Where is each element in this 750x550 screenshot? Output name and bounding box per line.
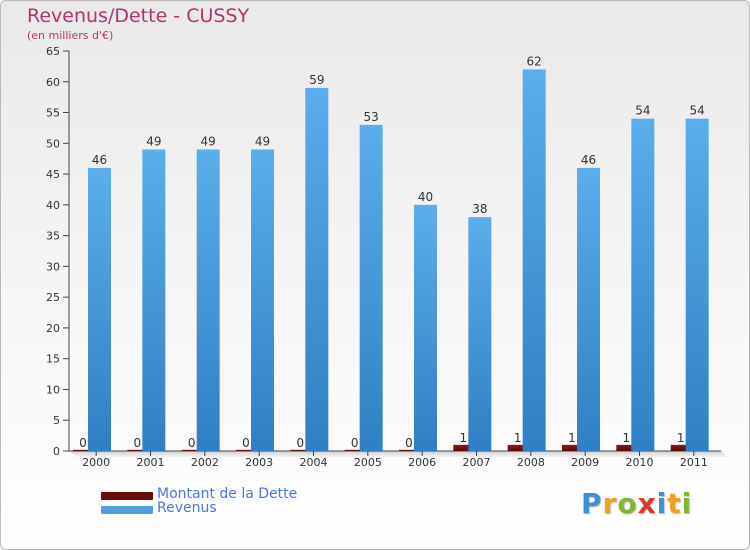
- bar-revenus: [577, 167, 600, 451]
- bar-debt: [236, 449, 258, 451]
- y-tick-label: 25: [46, 291, 60, 304]
- data-label-revenus: 49: [255, 134, 270, 148]
- logo-letter: x: [637, 487, 657, 520]
- bar-revenus: [468, 217, 492, 451]
- data-label-revenus: 49: [146, 134, 161, 148]
- chart-title: Revenus/Dette - CUSSY: [27, 5, 250, 27]
- data-label-debt: 0: [351, 436, 359, 450]
- bar-revenus: [631, 118, 655, 451]
- bar-revenus: [414, 204, 437, 451]
- y-tick-label: 10: [46, 383, 60, 396]
- bar-revenus: [196, 149, 220, 451]
- data-label-revenus: 46: [581, 153, 596, 167]
- x-tick-label: 2003: [245, 456, 273, 469]
- data-label-debt: 0: [405, 436, 413, 450]
- bar-debt: [127, 449, 150, 451]
- data-label-revenus: 53: [364, 110, 379, 124]
- y-tick-label: 50: [46, 137, 60, 150]
- y-tick-label: 40: [46, 199, 60, 212]
- logo-letter: t: [667, 487, 682, 520]
- bar-debt: [670, 444, 693, 451]
- bar-revenus: [359, 124, 383, 451]
- data-label-debt: 1: [514, 431, 522, 445]
- bar-debt: [616, 444, 639, 451]
- x-tick-label: 2009: [571, 456, 599, 469]
- logo-letter: i: [656, 487, 668, 520]
- data-label-revenus: 46: [92, 153, 107, 167]
- x-tick-label: 2007: [463, 456, 491, 469]
- logo-letter: P: [581, 487, 603, 520]
- x-tick-label: 2005: [354, 456, 382, 469]
- proxiti-logo: Proxiti: [581, 487, 692, 520]
- legend-label-revenus: Revenus: [157, 500, 217, 516]
- legend-label-debt: Montant de la Dette: [157, 486, 298, 502]
- data-label-debt: 0: [297, 436, 305, 450]
- data-label-revenus: 38: [472, 202, 487, 216]
- bar-revenus: [142, 149, 166, 451]
- x-tick-label: 2004: [300, 456, 328, 469]
- data-label-debt: 0: [242, 436, 250, 450]
- data-label-debt: 1: [677, 431, 685, 445]
- x-tick-label: 2001: [137, 456, 165, 469]
- y-tick-label: 5: [53, 414, 60, 427]
- x-tick-label: 2008: [517, 456, 545, 469]
- bar-debt: [344, 449, 367, 451]
- y-tick-label: 35: [46, 230, 60, 243]
- data-label-debt: 1: [623, 431, 631, 445]
- bar-debt: [453, 444, 476, 451]
- data-label-revenus: 54: [690, 104, 705, 118]
- bar-debt: [507, 444, 530, 451]
- y-tick-label: 65: [46, 45, 60, 58]
- data-label-debt: 0: [79, 436, 87, 450]
- data-label-revenus: 49: [201, 134, 216, 148]
- logo-letter: i: [681, 487, 693, 520]
- logo-letter: r: [602, 487, 618, 520]
- bar-revenus: [522, 69, 546, 451]
- logo-letter: o: [617, 487, 638, 520]
- chart-floor: [69, 451, 729, 457]
- bar-revenus: [251, 149, 274, 451]
- bar-debt: [399, 449, 421, 451]
- y-tick-label: 30: [46, 260, 60, 273]
- y-tick-label: 45: [46, 168, 60, 181]
- x-tick-label: 2002: [191, 456, 219, 469]
- data-label-revenus: 59: [309, 73, 324, 87]
- bar-revenus: [685, 118, 709, 451]
- legend-swatch-debt: [101, 492, 153, 500]
- x-tick-label: 2006: [408, 456, 436, 469]
- y-tick-label: 15: [46, 353, 60, 366]
- data-label-debt: 1: [460, 431, 468, 445]
- y-tick-label: 0: [53, 445, 60, 458]
- bar-revenus: [305, 87, 329, 451]
- data-label-revenus: 62: [527, 54, 542, 68]
- x-tick-label: 2010: [626, 456, 654, 469]
- bar-debt: [181, 449, 204, 451]
- data-label-debt: 1: [568, 431, 576, 445]
- y-tick-label: 20: [46, 322, 60, 335]
- x-tick-label: 2000: [82, 456, 110, 469]
- data-label-revenus: 40: [418, 190, 433, 204]
- x-tick-label: 2011: [680, 456, 708, 469]
- data-label-revenus: 54: [635, 104, 650, 118]
- y-tick-label: 55: [46, 107, 60, 120]
- y-tick-label: 60: [46, 76, 60, 89]
- chart-subtitle: (en milliers d'€): [27, 29, 114, 42]
- legend-swatch-revenus: [101, 506, 153, 514]
- bar-debt: [73, 449, 95, 451]
- bar-revenus: [88, 167, 111, 451]
- bar-debt: [290, 449, 313, 451]
- bar-debt: [562, 444, 584, 451]
- data-label-debt: 0: [188, 436, 196, 450]
- data-label-debt: 0: [134, 436, 142, 450]
